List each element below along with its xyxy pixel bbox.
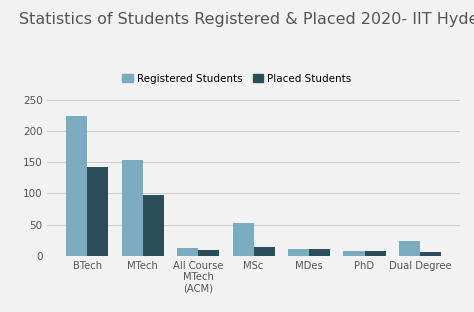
Bar — [198, 250, 219, 256]
Bar — [288, 249, 309, 256]
Bar — [177, 248, 198, 256]
Bar — [122, 160, 143, 256]
Bar — [254, 247, 274, 256]
Bar — [309, 249, 330, 256]
Bar — [365, 251, 385, 256]
Bar — [233, 223, 254, 256]
Bar — [344, 251, 365, 256]
Bar — [420, 252, 441, 256]
Legend: Registered Students, Placed Students: Registered Students, Placed Students — [122, 74, 352, 84]
Bar — [143, 195, 164, 256]
Text: Statistics of Students Registered & Placed 2020- IIT Hyderabad: Statistics of Students Registered & Plac… — [19, 12, 474, 27]
Bar — [87, 167, 108, 256]
Bar — [66, 116, 87, 256]
Bar — [399, 241, 420, 256]
